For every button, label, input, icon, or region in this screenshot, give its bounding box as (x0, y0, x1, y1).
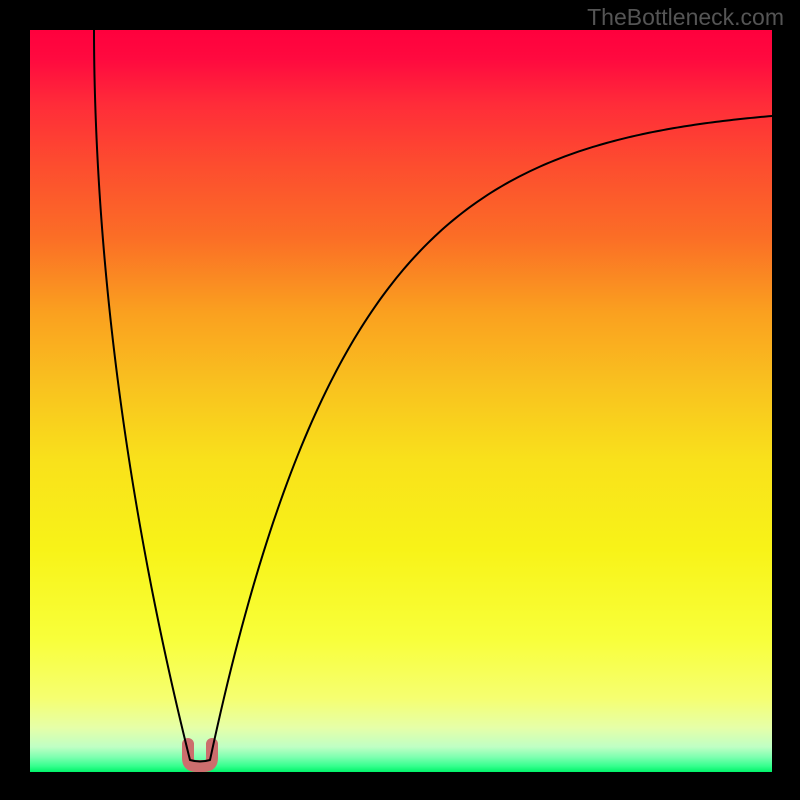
curve-layer (30, 30, 772, 772)
bottleneck-curve (94, 30, 772, 762)
valley-marker (188, 744, 212, 766)
plot-frame (30, 30, 772, 772)
watermark-text: TheBottleneck.com (587, 4, 784, 31)
